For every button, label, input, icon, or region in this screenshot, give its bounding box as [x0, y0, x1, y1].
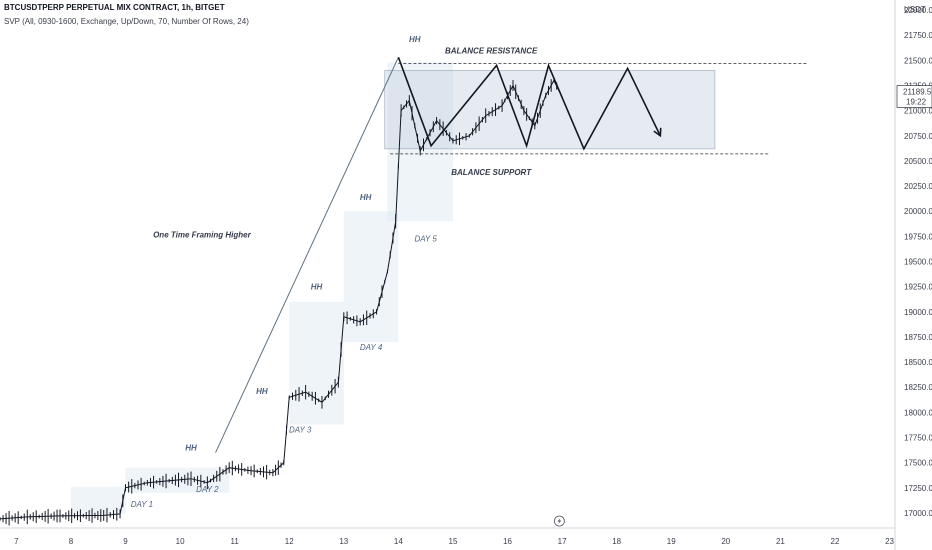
zigzag-projection — [397, 57, 662, 151]
y-tick-label: 21500.0 — [904, 56, 932, 65]
last-price-value: 21189.5 — [903, 88, 932, 97]
x-tick-label: 16 — [503, 537, 512, 546]
hh-marker-4: HH — [360, 193, 372, 202]
x-tick-label: 19 — [667, 537, 676, 546]
day-label-4: DAY 4 — [360, 343, 383, 352]
day-label-1: DAY 1 — [131, 500, 153, 509]
y-tick-label: 18750.0 — [904, 333, 932, 342]
lightning-icon — [553, 515, 565, 527]
day-label-2: DAY 2 — [196, 485, 219, 494]
x-tick-label: 7 — [14, 537, 19, 546]
y-tick-label: 18500.0 — [904, 358, 932, 367]
x-tick-label: 8 — [69, 537, 74, 546]
y-tick-label: 21750.0 — [904, 31, 932, 40]
day-label-5: DAY 5 — [414, 234, 437, 243]
x-tick-label: 12 — [285, 537, 294, 546]
trend-line — [215, 57, 399, 453]
last-price-badge — [896, 85, 932, 108]
y-tick-label: 20750.0 — [904, 132, 932, 141]
x-tick-label: 15 — [449, 537, 458, 546]
x-tick-label: 23 — [885, 537, 894, 546]
x-tick-label: 10 — [176, 537, 185, 546]
zigzag-arrowhead — [653, 127, 662, 138]
y-tick-label: 20500.0 — [904, 157, 932, 166]
hh-marker-2: HH — [256, 387, 268, 396]
balance-area-box — [384, 70, 716, 150]
currency-label: USDT — [904, 5, 926, 14]
x-tick-label: 9 — [123, 537, 128, 546]
x-tick-label: 13 — [339, 537, 348, 546]
y-tick-label: 21000.0 — [904, 107, 932, 116]
y-tick-label: 18000.0 — [904, 408, 932, 417]
x-tick-label: 11 — [231, 537, 240, 546]
y-tick-label: 19500.0 — [904, 257, 932, 266]
hh-marker-5: HH — [409, 35, 421, 44]
y-tick-label: 20000.0 — [904, 207, 932, 216]
y-tick-label: 20250.0 — [904, 182, 932, 191]
y-tick-label: 22000.0 — [904, 6, 932, 15]
x-tick-label: 20 — [721, 537, 730, 546]
x-tick-label: 22 — [831, 537, 840, 546]
framing-annotation: One Time Framing Higher — [153, 230, 252, 239]
lightning-bolt — [557, 518, 562, 524]
session-box-5 — [387, 62, 453, 222]
y-tick-label: 17750.0 — [904, 433, 932, 442]
session-box-3 — [289, 301, 344, 425]
symbol-title: BTCUSDTPERP PERPETUAL MIX CONTRACT, 1h, … — [4, 3, 225, 12]
balance-support-label: BALANCE SUPPORT — [451, 168, 532, 177]
session-box-4 — [343, 211, 399, 342]
x-tick-label: 14 — [394, 537, 403, 546]
x-tick-label: 18 — [612, 537, 621, 546]
y-tick-label: 19000.0 — [904, 308, 932, 317]
day-label-3: DAY 3 — [289, 425, 312, 434]
y-tick-label: 18250.0 — [904, 383, 932, 392]
hh-marker-1: HH — [185, 444, 197, 453]
balance-resistance-label: BALANCE RESISTANCE — [445, 46, 538, 55]
x-tick-label: 17 — [558, 537, 567, 546]
y-tick-label: 17250.0 — [904, 484, 932, 493]
session-box-1 — [70, 486, 126, 514]
x-tick-label: 21 — [776, 537, 785, 546]
indicator-legend: SVP (All, 0930-1600, Exchange, Up/Down, … — [4, 17, 249, 26]
bar-countdown: 19:22 — [906, 98, 927, 107]
y-tick-label: 19750.0 — [904, 232, 932, 241]
hh-marker-3: HH — [311, 283, 323, 292]
y-tick-label: 19250.0 — [904, 283, 932, 292]
y-tick-label: 17500.0 — [904, 459, 932, 468]
y-tick-label: 17000.0 — [904, 509, 932, 518]
